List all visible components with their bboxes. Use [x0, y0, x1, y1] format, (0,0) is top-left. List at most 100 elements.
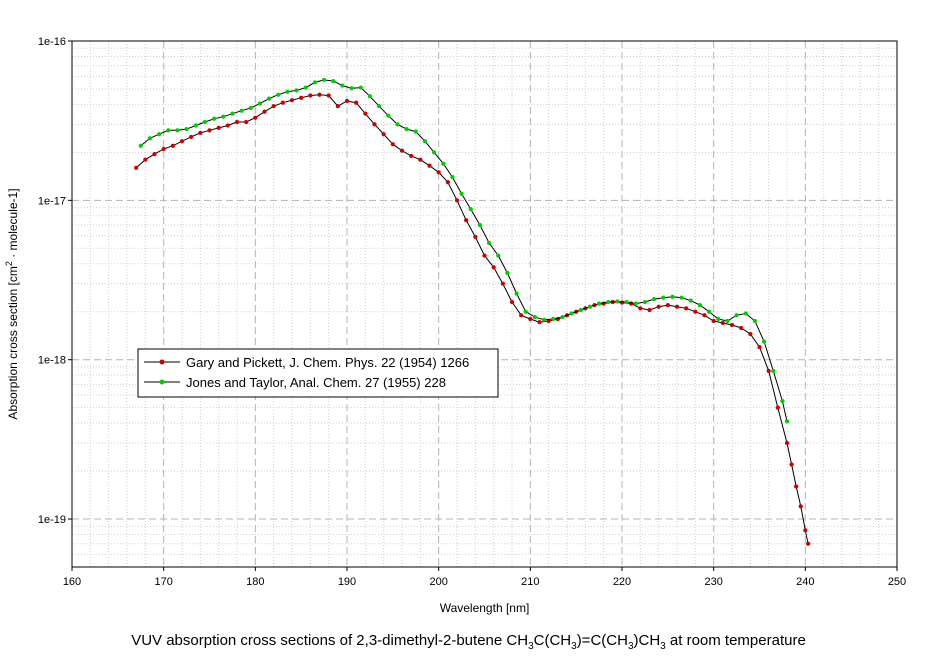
data-point [702, 313, 707, 318]
data-point [693, 309, 698, 314]
x-axis-title: Wavelength [nm] [440, 601, 530, 615]
data-point [225, 123, 230, 128]
data-point [294, 88, 299, 93]
x-tick-label: 220 [613, 576, 631, 588]
data-point [532, 314, 538, 320]
legend-entry-label: Jones and Taylor, Anal. Chem. 27 (1955) … [186, 375, 446, 390]
data-point [569, 311, 574, 316]
series-2 [138, 77, 790, 424]
data-point [211, 116, 217, 121]
data-point [798, 504, 803, 509]
data-point [289, 98, 295, 103]
data-point [477, 222, 483, 228]
data-point [358, 85, 363, 90]
data-point [784, 419, 790, 424]
y-tick-label: 1e-18 [38, 355, 66, 367]
data-point [166, 128, 171, 133]
minor-grid [72, 41, 897, 567]
y-axis-title-superscript: 2 [4, 261, 14, 266]
data-point [299, 95, 304, 100]
data-point [509, 299, 515, 305]
data-point [486, 240, 492, 246]
data-point [775, 405, 780, 410]
data-point [551, 316, 556, 322]
data-point [468, 207, 473, 212]
chart-caption: VUV absorption cross sections of 2,3-dim… [0, 632, 937, 652]
data-point [175, 128, 180, 133]
data-point [624, 299, 629, 305]
data-point [138, 143, 143, 148]
data-point [587, 304, 593, 309]
series-layer [134, 77, 811, 546]
data-point [441, 161, 446, 166]
data-point [482, 253, 487, 258]
x-tick-label: 240 [796, 576, 814, 588]
data-point [152, 151, 157, 157]
data-point [454, 198, 460, 203]
data-point [656, 304, 661, 309]
data-point [331, 78, 336, 84]
data-point [207, 128, 212, 133]
x-tick-label: 200 [429, 576, 447, 588]
data-point [459, 191, 464, 196]
y-tick-label: 1e-16 [38, 36, 66, 48]
data-point [794, 484, 799, 489]
data-point [496, 253, 501, 258]
data-point [271, 104, 276, 109]
data-point [711, 318, 716, 324]
data-point [134, 165, 139, 170]
data-point [651, 296, 657, 302]
data-point [390, 142, 395, 147]
data-point [156, 132, 162, 137]
data-point [221, 114, 226, 119]
data-point [519, 313, 524, 318]
x-tick-label: 230 [704, 576, 722, 588]
data-point [514, 291, 519, 296]
y-tick-label: 1e-17 [38, 195, 66, 207]
data-point [372, 122, 377, 127]
data-point [523, 309, 528, 314]
data-point [784, 440, 790, 446]
data-point [285, 89, 290, 94]
data-point [725, 318, 730, 324]
data-point [409, 153, 414, 159]
data-point [500, 281, 505, 286]
x-tick-label: 170 [154, 576, 172, 588]
data-point [266, 96, 272, 101]
caption-subscript: 3 [627, 641, 634, 652]
x-tick-label: 210 [521, 576, 539, 588]
caption-formula-part: at room temperature [665, 632, 806, 649]
data-point [661, 295, 666, 300]
data-point [464, 218, 469, 223]
data-point [202, 119, 208, 125]
x-tick-label: 250 [888, 576, 906, 588]
data-point [505, 270, 510, 276]
data-point [761, 339, 767, 344]
data-point [766, 368, 771, 374]
data-point [399, 148, 405, 153]
data-point [193, 123, 198, 128]
data-point [340, 83, 345, 88]
caption-subscript: 3 [660, 641, 666, 652]
data-point [674, 304, 680, 309]
data-point [367, 94, 373, 99]
caption-formula-part: CH [506, 632, 529, 649]
data-point [381, 132, 386, 137]
data-point [743, 311, 748, 316]
caption-formula-part: C(CH [533, 632, 572, 649]
caption-text: VUV absorption cross sections of 2,3-dim… [131, 632, 507, 649]
data-point [739, 325, 744, 331]
x-tick-label: 190 [338, 576, 356, 588]
data-point [253, 115, 258, 120]
data-point [716, 316, 721, 322]
data-point [771, 368, 776, 374]
data-point [734, 313, 739, 318]
data-point [184, 126, 189, 132]
data-point [354, 100, 359, 105]
data-point [757, 344, 762, 350]
data-point [752, 318, 758, 324]
data-point [179, 139, 185, 144]
data-point [560, 314, 565, 320]
caption-formula-part: )CH [633, 632, 661, 649]
data-point [436, 170, 441, 175]
